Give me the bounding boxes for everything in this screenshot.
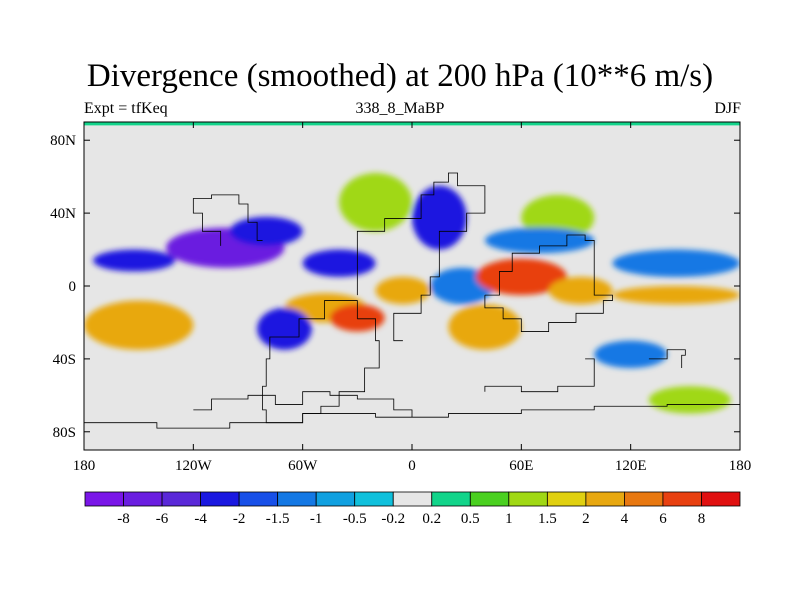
x-tick-label: 180 xyxy=(729,458,752,474)
divergence-region-7 xyxy=(375,276,431,305)
colorbar: -8 -6 -4 -2 -1.5 -1 -0.5 -0.2 0.2 0.5 1 1.5 2 4 6 8 xyxy=(84,491,741,527)
colorbar-box-4 xyxy=(238,491,279,507)
colorbar-box-7 xyxy=(354,491,394,507)
divergence-region-13 xyxy=(548,276,613,305)
plot-area xyxy=(84,122,740,450)
divergence-region-18 xyxy=(612,249,740,277)
run-label: 338_8_MaBP xyxy=(355,100,445,117)
y-tick-label: 80S xyxy=(53,425,76,441)
divergence-region-12 xyxy=(475,258,567,296)
experiment-label: Expt = tfKeq xyxy=(84,100,168,117)
y-axis: 80N 40N 0 40S 80S xyxy=(50,133,740,441)
colorbar-label: -1.5 xyxy=(266,511,290,527)
x-tick-label: 60W xyxy=(288,458,318,474)
colorbar-box-10 xyxy=(469,491,510,507)
divergence-region-3 xyxy=(229,216,303,246)
coastline-segment-6 xyxy=(192,194,263,246)
colorbar-box-16 xyxy=(701,491,741,507)
colorbar-box-11 xyxy=(508,491,548,507)
coastline-segment-7 xyxy=(648,349,686,368)
x-tick-label: 120W xyxy=(175,458,213,474)
chart-title: Divergence (smoothed) at 200 hPa (10**6 … xyxy=(86,58,714,94)
coastline-segment-3 xyxy=(193,391,413,418)
colorbar-box-9 xyxy=(431,491,471,507)
season-label: DJF xyxy=(714,100,741,117)
divergence-region-1 xyxy=(93,249,176,272)
divergence-region-17 xyxy=(612,286,740,305)
colorbar-label: -0.5 xyxy=(343,511,367,527)
colorbar-box-15 xyxy=(662,491,702,507)
x-tick-label: 60E xyxy=(509,458,533,474)
y-tick-label: 80N xyxy=(50,133,76,149)
colorbar-label: 6 xyxy=(659,511,667,527)
x-tick-label: 180 xyxy=(73,458,96,474)
coastline-segment-5 xyxy=(484,358,595,393)
colorbar-box-2 xyxy=(161,491,201,507)
colorbar-label: -0.2 xyxy=(381,511,405,527)
colorbar-label: -8 xyxy=(117,511,130,527)
coastline-segment-2 xyxy=(484,234,613,332)
colorbar-label: -4 xyxy=(194,511,207,527)
colorbar-label: 1.5 xyxy=(538,511,557,527)
colorbar-box-5 xyxy=(277,491,317,507)
colorbar-label: -6 xyxy=(156,511,169,527)
colorbar-box-13 xyxy=(585,491,625,507)
coastline-segment-4 xyxy=(84,404,741,429)
colorbar-label: 0.5 xyxy=(461,511,480,527)
y-tick-label: 40N xyxy=(50,206,76,222)
divergence-region-16 xyxy=(484,227,595,254)
divergence-region-9 xyxy=(339,173,412,232)
divergence-region-20 xyxy=(648,386,731,414)
divergence-region-10 xyxy=(412,185,467,250)
x-tick-label: 120E xyxy=(615,458,647,474)
colorbar-label: 2 xyxy=(582,511,590,527)
y-tick-label: 0 xyxy=(69,279,77,295)
divergence-region-19 xyxy=(594,340,668,369)
colorbar-box-6 xyxy=(315,491,356,507)
colorbar-box-14 xyxy=(624,491,664,507)
colorbar-box-0 xyxy=(84,491,124,507)
colorbar-label: 0.2 xyxy=(422,511,441,527)
divergence-region-0 xyxy=(84,300,194,350)
colorbar-box-1 xyxy=(123,491,163,507)
colorbar-label: -2 xyxy=(233,511,246,527)
divergence-region-14 xyxy=(448,304,522,350)
divergence-region-4 xyxy=(302,249,376,277)
colorbar-label: -1 xyxy=(310,511,323,527)
coastline-segment-1 xyxy=(356,172,486,342)
colorbar-label: 1 xyxy=(505,511,513,527)
x-tick-label: 0 xyxy=(408,458,416,474)
coastline-outline xyxy=(84,172,741,429)
colorbar-box-12 xyxy=(546,491,587,507)
colorbar-box-3 xyxy=(200,491,240,507)
colorbar-box-8 xyxy=(392,491,433,507)
divergence-region-8 xyxy=(257,307,312,350)
colorbar-label: 8 xyxy=(698,511,706,527)
colorbar-label: 4 xyxy=(621,511,629,527)
y-tick-label: 40S xyxy=(53,352,76,368)
x-axis: 180 120W 60W 0 60E 120E 180 xyxy=(73,122,752,474)
